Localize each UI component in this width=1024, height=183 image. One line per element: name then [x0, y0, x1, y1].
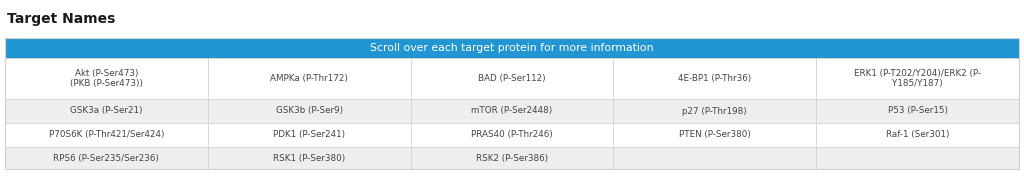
Text: RSK2 (P-Ser386): RSK2 (P-Ser386)	[476, 154, 548, 163]
Text: PDK1 (P-Ser241): PDK1 (P-Ser241)	[273, 130, 345, 139]
Bar	[5, 38, 1019, 58]
Text: Scroll over each target protein for more information: Scroll over each target protein for more…	[371, 43, 653, 53]
Bar	[613, 123, 816, 147]
Text: GSK3a (P-Ser21): GSK3a (P-Ser21)	[71, 107, 142, 115]
Bar	[5, 123, 208, 147]
Text: Raf-1 (Ser301): Raf-1 (Ser301)	[886, 130, 949, 139]
Text: 4E-BP1 (P-Thr36): 4E-BP1 (P-Thr36)	[678, 74, 752, 83]
Bar	[613, 58, 816, 99]
Bar	[5, 58, 208, 99]
Bar	[411, 123, 613, 147]
Bar	[411, 99, 613, 123]
Bar	[208, 99, 411, 123]
Text: RPS6 (P-Ser235/Ser236): RPS6 (P-Ser235/Ser236)	[53, 154, 160, 163]
Bar	[411, 58, 613, 99]
Bar	[208, 147, 411, 169]
Bar	[613, 147, 816, 169]
Bar	[816, 123, 1019, 147]
Bar	[816, 58, 1019, 99]
Text: mTOR (P-Ser2448): mTOR (P-Ser2448)	[471, 107, 553, 115]
Bar	[208, 58, 411, 99]
Text: p27 (P-Thr198): p27 (P-Thr198)	[682, 107, 748, 115]
Text: BAD (P-Ser112): BAD (P-Ser112)	[478, 74, 546, 83]
Text: P70S6K (P-Thr421/Ser424): P70S6K (P-Thr421/Ser424)	[49, 130, 164, 139]
Text: Target Names: Target Names	[7, 12, 116, 26]
Text: AMPKa (P-Thr172): AMPKa (P-Thr172)	[270, 74, 348, 83]
Text: Akt (P-Ser473)
(PKB (P-Ser473)): Akt (P-Ser473) (PKB (P-Ser473))	[70, 69, 143, 88]
Text: GSK3b (P-Ser9): GSK3b (P-Ser9)	[275, 107, 343, 115]
Text: P53 (P-Ser15): P53 (P-Ser15)	[888, 107, 947, 115]
Bar	[5, 99, 208, 123]
Text: RSK1 (P-Ser380): RSK1 (P-Ser380)	[273, 154, 345, 163]
Bar	[5, 147, 208, 169]
Bar	[613, 99, 816, 123]
Bar	[816, 99, 1019, 123]
Bar	[5, 38, 1019, 169]
Bar	[816, 147, 1019, 169]
Text: PRAS40 (P-Thr246): PRAS40 (P-Thr246)	[471, 130, 553, 139]
Text: PTEN (P-Ser380): PTEN (P-Ser380)	[679, 130, 751, 139]
Text: ERK1 (P-T202/Y204)/ERK2 (P-
Y185/Y187): ERK1 (P-T202/Y204)/ERK2 (P- Y185/Y187)	[854, 69, 981, 88]
Bar	[411, 147, 613, 169]
Bar	[208, 123, 411, 147]
